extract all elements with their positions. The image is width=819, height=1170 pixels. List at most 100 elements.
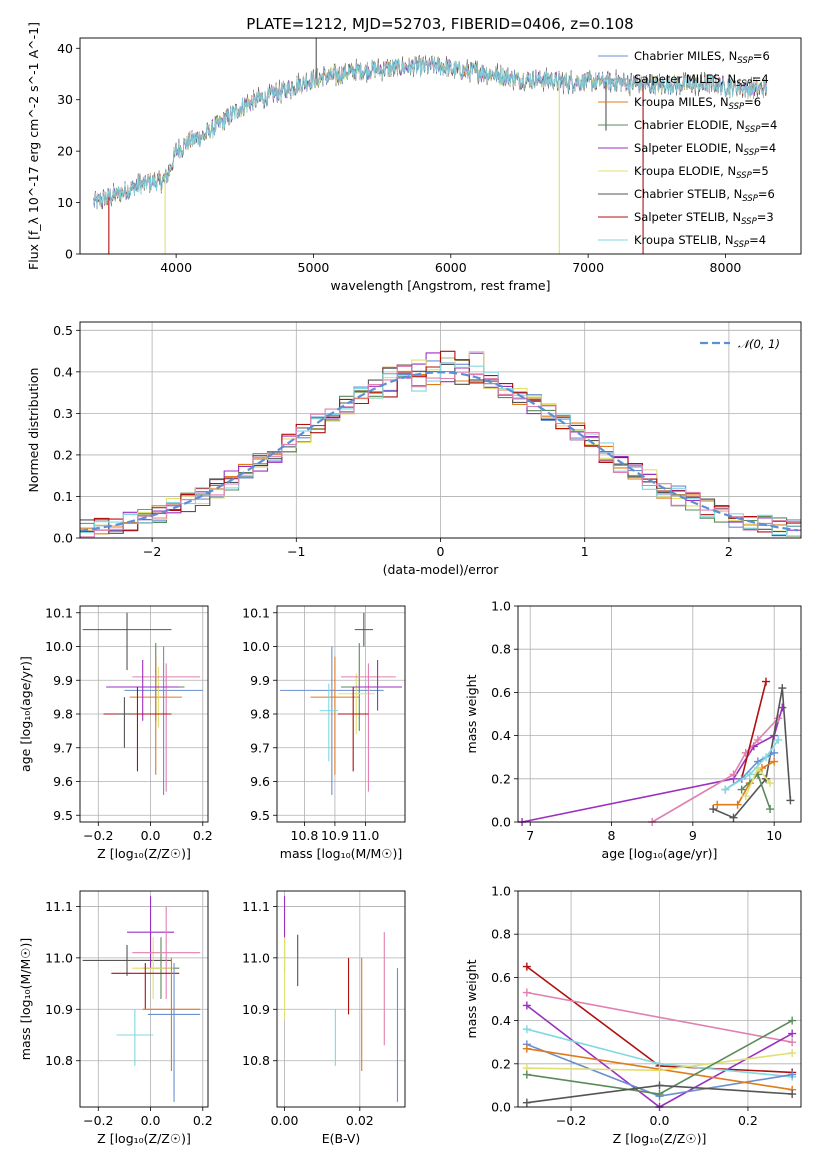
age-weight-panel: 7 8 9 10 0.0 0.2 0.4 0.6 0.8 1.0 age [log₁₀(age/yr…	[464, 599, 802, 861]
y-tick-label: 11.0	[45, 950, 73, 965]
weight-marker	[713, 800, 722, 809]
y-tick-label: 0.6	[491, 685, 511, 700]
x-tick-label: 7000	[572, 260, 604, 275]
y-tick-label: 0	[65, 247, 73, 262]
y-tick-label: 0.8	[491, 927, 511, 942]
y-tick-label: 0.2	[491, 771, 511, 786]
y-tick-label: 9.7	[250, 740, 270, 755]
weight-marker	[788, 1090, 797, 1099]
weight-marker	[786, 796, 795, 805]
x-tick-label: 11.0	[351, 828, 379, 843]
y-tick-label: 11.0	[242, 950, 270, 965]
x-tick-label: −2	[143, 544, 161, 559]
axes-frame	[276, 890, 406, 1108]
weight-marker	[721, 785, 730, 794]
histogram-step	[80, 350, 801, 533]
residuals-panel: −2 −1 0 1 2 0.0 0.1 0.2 0.3 0.4 0.5 (data-model)/er…	[26, 321, 802, 577]
y-axis-label: mass [log₁₀(M/M☉)]	[18, 938, 33, 1060]
x-tick-label: 8	[608, 828, 616, 843]
x-tick-label: 0.00	[271, 1113, 299, 1128]
y-tick-label: 11.1	[45, 899, 73, 914]
weight-marker	[774, 714, 783, 723]
x-axis-label: wavelength [Angstrom, rest frame]	[330, 278, 550, 293]
x-axis-label: Z [log₁₀(Z/Z☉)]	[97, 846, 191, 861]
axes-frame	[517, 605, 802, 823]
axes-frame	[79, 890, 209, 1108]
y-tick-label: 9.6	[250, 774, 270, 789]
y-tick-label: 10.9	[45, 1002, 73, 1017]
axes-frame	[79, 37, 802, 255]
y-tick-label: 0.0	[491, 815, 511, 830]
y-tick-label: 10.1	[45, 605, 73, 620]
weight-marker	[741, 792, 750, 801]
weight-marker	[788, 1038, 797, 1047]
weight-line	[712, 687, 792, 819]
y-tick-label: 0.3	[53, 406, 73, 421]
weight-marker	[655, 1081, 664, 1090]
x-tick-label: −0.2	[83, 828, 113, 843]
y-tick-label: 10.8	[242, 1053, 270, 1068]
y-tick-label: 10.0	[242, 639, 270, 654]
legend-entry: Chabrier ELODIE, NSSP=4	[634, 118, 777, 135]
figure-title: PLATE=1212, MJD=52703, FIBERID=0406, z=0…	[246, 15, 633, 33]
y-axis-label: mass weight	[464, 959, 479, 1038]
z-weight-panel: −0.2 0.0 0.2 0.0 0.2 0.4 0.6 0.8 1.0 Z [log₁₀(Z/Z…	[464, 884, 802, 1146]
x-tick-label: 0.02	[346, 1113, 374, 1128]
x-axis-label: age [log₁₀(age/yr)]	[602, 846, 718, 861]
y-tick-label: 10.9	[242, 1002, 270, 1017]
x-tick-label: 0.0	[141, 828, 161, 843]
x-tick-label: 10	[766, 828, 782, 843]
y-tick-label: 0.2	[53, 447, 73, 462]
weight-marker	[522, 1098, 531, 1107]
weight-marker	[770, 748, 779, 757]
weight-marker	[655, 1066, 664, 1075]
x-tick-label: 4000	[160, 260, 192, 275]
y-tick-label: 0.4	[491, 1013, 511, 1028]
y-tick-label: 9.8	[53, 707, 73, 722]
y-axis-label: mass weight	[464, 674, 479, 753]
histogram-step	[80, 365, 801, 538]
z-mass-panel: −0.2 0.0 0.2 10.8 10.9 11.0 11.1 Z [log₁₀(Z/Z☉)…	[18, 890, 213, 1146]
x-tick-label: 10.8	[291, 828, 319, 843]
y-tick-label: 10	[57, 195, 73, 210]
axes-frame	[79, 605, 209, 823]
weight-marker	[655, 1090, 664, 1099]
legend-entry: Chabrier STELIB, NSSP=6	[634, 187, 775, 204]
y-tick-label: 10.1	[242, 605, 270, 620]
z-age-panel: −0.2 0.0 0.2 9.5 9.6 9.7 9.8 9.9 10.0 10.1 Z [log₁…	[18, 605, 213, 861]
y-tick-label: 0.4	[491, 728, 511, 743]
y-tick-label: 0.0	[53, 531, 73, 546]
y-tick-label: 9.9	[53, 673, 73, 688]
y-tick-label: 1.0	[491, 599, 511, 614]
x-tick-label: 0	[437, 544, 445, 559]
weight-marker	[522, 1044, 531, 1053]
spectrum-panel: 4000 5000 6000 7000 8000 0 10 20 30 40 wavelength …	[26, 22, 802, 293]
weight-marker	[522, 1070, 531, 1079]
y-tick-label: 0.0	[491, 1100, 511, 1115]
y-tick-label: 9.7	[53, 740, 73, 755]
weight-line	[526, 991, 793, 1043]
x-tick-label: 9	[689, 828, 697, 843]
axes-frame	[276, 605, 406, 823]
weight-marker	[770, 757, 779, 766]
axes-frame	[517, 890, 802, 1108]
ebv-mass-panel: 0.00 0.02 10.8 10.9 11.0 11.1 E(B-V)	[242, 890, 406, 1146]
x-tick-label: −1	[287, 544, 305, 559]
weight-marker	[709, 805, 718, 814]
x-tick-label: 0.0	[141, 1113, 161, 1128]
x-tick-label: 0.2	[193, 1113, 213, 1128]
x-axis-label: Z [log₁₀(Z/Z☉)]	[613, 1131, 707, 1146]
x-tick-label: 6000	[435, 260, 467, 275]
y-tick-label: 10.0	[45, 639, 73, 654]
legend-entry: 𝒩(0, 1)	[738, 337, 780, 351]
x-tick-label: 10.9	[321, 828, 349, 843]
x-tick-label: 8000	[710, 260, 742, 275]
y-tick-label: 9.5	[250, 808, 270, 823]
legend-entry: Chabrier MILES, NSSP=6	[634, 49, 770, 66]
x-tick-label: 0.2	[738, 1113, 758, 1128]
x-tick-label: −0.2	[556, 1113, 586, 1128]
weight-marker	[762, 677, 771, 686]
spectrum-line	[93, 56, 767, 207]
weight-marker	[522, 988, 531, 997]
